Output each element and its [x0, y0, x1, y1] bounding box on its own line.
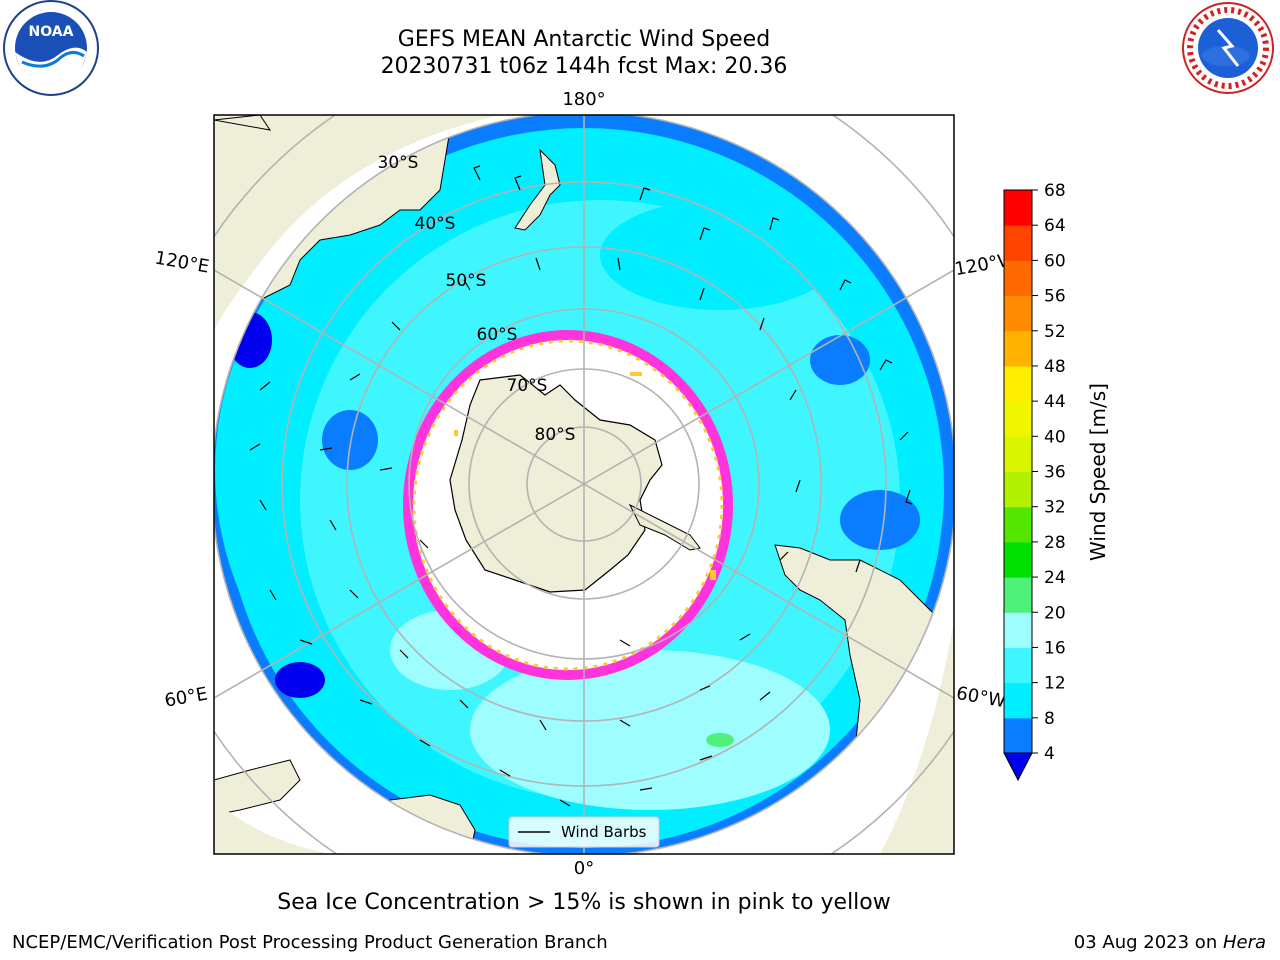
- footer-credit: NCEP/EMC/Verification Post Processing Pr…: [12, 932, 608, 953]
- lat-label-30s: 30°S: [378, 153, 419, 173]
- colorbar-segment: [1004, 365, 1032, 402]
- colorbar-segment: [1004, 225, 1032, 261]
- colorbar-tick-label: 52: [1044, 322, 1066, 342]
- colorbar-segment: [1004, 330, 1032, 367]
- colorbar-tick-label: 40: [1044, 427, 1066, 447]
- colorbar-underflow-arrow: [1003, 752, 1033, 782]
- colorbar-tick-label: 68: [1044, 181, 1066, 201]
- colorbar-tick-label: 20: [1044, 603, 1066, 623]
- colorbar-tick-label: 36: [1044, 463, 1066, 483]
- colorbar-segment: [1004, 401, 1032, 437]
- colorbar-tick-label: 44: [1044, 392, 1066, 412]
- footer-machine: Hera: [1222, 932, 1266, 953]
- colorbar-tick-label: 12: [1044, 674, 1066, 694]
- colorbar-tick-label: 28: [1044, 533, 1066, 553]
- lat-label-40s: 40°S: [415, 214, 456, 234]
- lon-label-60w: 60°W: [955, 683, 1008, 712]
- colorbar-segment: [1004, 577, 1032, 613]
- lat-label-70s: 70°S: [507, 376, 548, 396]
- colorbar-label: Wind Speed [m/s]: [1086, 383, 1110, 561]
- lat-label-60s: 60°S: [477, 325, 518, 345]
- colorbar-tick-label: 60: [1044, 251, 1066, 271]
- colorbar-segment: [1004, 190, 1032, 226]
- colorbar-segment: [1004, 506, 1032, 543]
- legend-label: Wind Barbs: [561, 823, 647, 841]
- noaa-logo-text: NOAA: [29, 24, 74, 40]
- lon-label-60e: 60°E: [163, 683, 209, 711]
- colorbar-tick-label: 8: [1044, 709, 1055, 729]
- wind-barbs: [249, 165, 913, 807]
- colorbar-segment: [1004, 541, 1032, 578]
- colorbar-tick-label: 32: [1044, 498, 1066, 518]
- footer-date: 03 Aug 2023 on Hera: [1073, 932, 1266, 953]
- chart-title: GEFS MEAN Antarctic Wind Speed: [397, 27, 771, 52]
- lat-label-50s: 50°S: [446, 271, 487, 291]
- colorbar-segment: [1004, 260, 1032, 297]
- colorbar-segment: [1004, 682, 1032, 719]
- colorbar-segment: [1004, 471, 1032, 508]
- sea-ice-caption: Sea Ice Concentration > 15% is shown in …: [277, 890, 891, 915]
- ocean-band-16-20: [470, 650, 830, 810]
- lon-label-120e: 120°E: [153, 247, 211, 277]
- graticule: [214, 115, 954, 854]
- colorbar-segment: [1004, 295, 1032, 332]
- new-zealand-landmass: [514, 148, 561, 231]
- lat-label-80s: 80°S: [535, 425, 576, 445]
- colorbar-segment: [1004, 717, 1032, 754]
- nws-logo: [1182, 2, 1274, 94]
- lon-label-0: 0°: [574, 858, 594, 879]
- colorbar-tick-label: 56: [1044, 287, 1066, 307]
- colorbar-tick-label: 4: [1044, 744, 1055, 764]
- colorbar-segment: [1004, 612, 1032, 648]
- noaa-logo: NOAA: [3, 0, 99, 96]
- colorbar-segment: [1004, 647, 1032, 684]
- colorbar-tick-label: 48: [1044, 357, 1066, 377]
- colorbar-tick-label: 64: [1044, 216, 1066, 236]
- colorbar-segment: [1004, 436, 1032, 472]
- colorbar-tick-label: 24: [1044, 568, 1066, 588]
- chart-subtitle: 20230731 t06z 144h fcst Max: 20.36: [380, 54, 788, 79]
- lon-label-180: 180°: [562, 89, 605, 110]
- map-legend: Wind Barbs: [508, 816, 660, 848]
- antarctica-landmass: [449, 374, 663, 593]
- colorbar-tick-label: 16: [1044, 638, 1066, 658]
